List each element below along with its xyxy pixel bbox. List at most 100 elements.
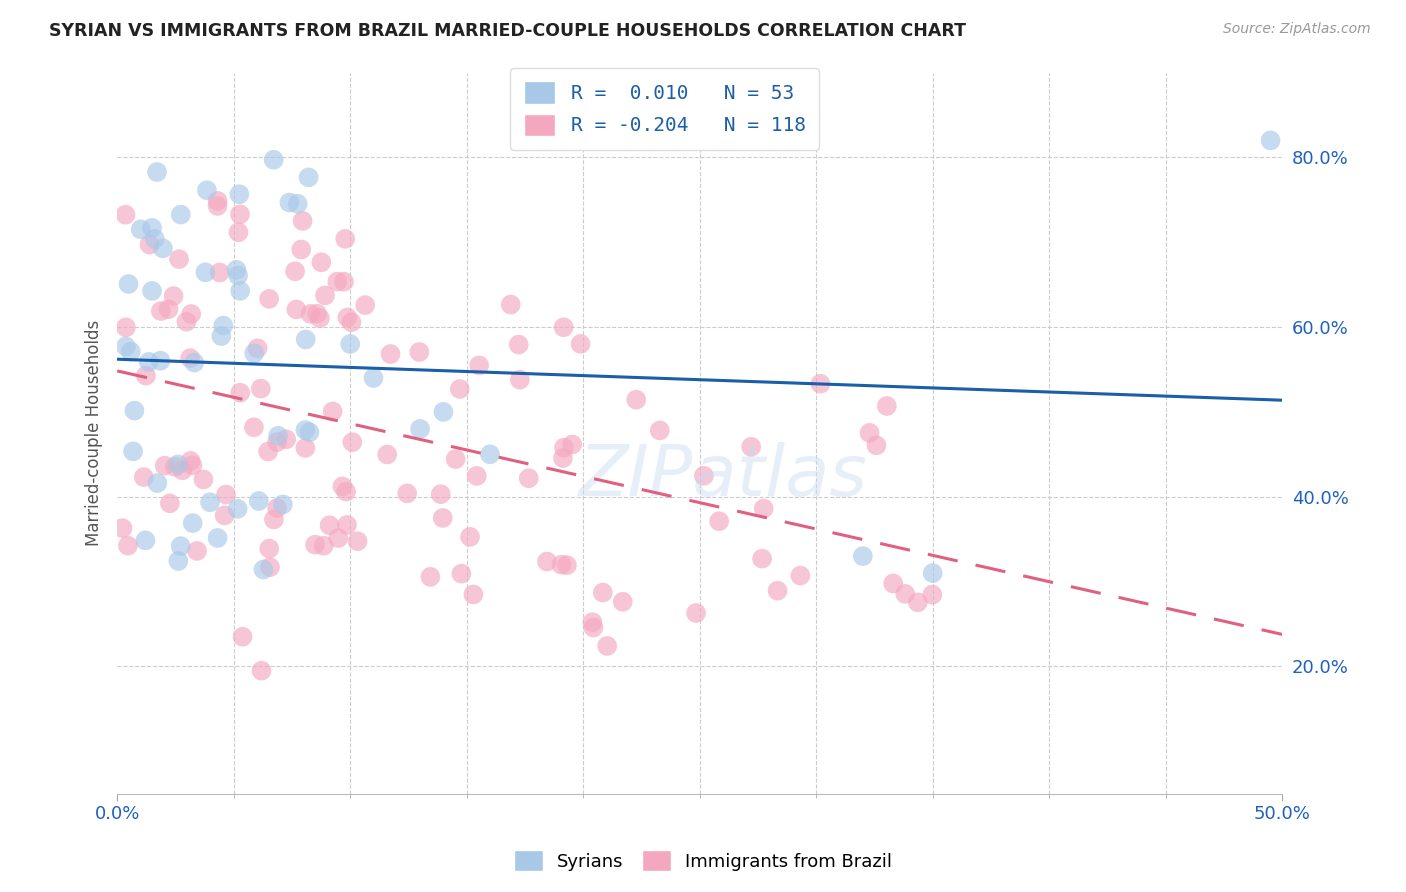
Point [226, 501, 249, 516]
Point [138, 237, 160, 252]
Point [581, 615, 603, 629]
Point [226, 268, 249, 283]
Point [907, 595, 929, 609]
Point [207, 199, 229, 213]
Point [561, 437, 583, 451]
Point [314, 288, 336, 302]
Point [555, 558, 578, 573]
Point [120, 344, 142, 359]
Point [167, 252, 190, 266]
Point [294, 333, 316, 347]
Point [159, 496, 181, 510]
Point [882, 576, 904, 591]
Point [287, 197, 309, 211]
Point [336, 310, 359, 325]
Point [508, 337, 530, 351]
Point [396, 486, 419, 500]
Point [229, 385, 252, 400]
Point [180, 454, 202, 468]
Point [363, 371, 385, 385]
Point [285, 302, 308, 317]
Point [789, 568, 811, 582]
Point [278, 195, 301, 210]
Point [499, 297, 522, 311]
Point [129, 222, 152, 236]
Point [134, 533, 156, 548]
Point [409, 422, 432, 436]
Point [180, 307, 202, 321]
Point [612, 595, 634, 609]
Point [340, 315, 363, 329]
Point [294, 423, 316, 437]
Point [247, 494, 270, 508]
Point [380, 347, 402, 361]
Point [149, 304, 172, 318]
Point [432, 405, 454, 419]
Point [228, 187, 250, 202]
Point [117, 539, 139, 553]
Point [569, 337, 592, 351]
Point [172, 463, 194, 477]
Point [252, 562, 274, 576]
Point [246, 341, 269, 355]
Point [194, 265, 217, 279]
Point [193, 472, 215, 486]
Point [146, 165, 169, 179]
Point [311, 255, 333, 269]
Point [186, 544, 208, 558]
Point [141, 220, 163, 235]
Point [232, 630, 254, 644]
Point [250, 664, 273, 678]
Point [209, 329, 232, 343]
Point [228, 225, 250, 239]
Point [553, 320, 575, 334]
Point [179, 351, 201, 366]
Point [322, 404, 344, 418]
Point [1260, 133, 1282, 147]
Point [707, 514, 730, 528]
Legend: Syrians, Immigrants from Brazil: Syrians, Immigrants from Brazil [506, 843, 900, 879]
Point [257, 444, 280, 458]
Point [458, 530, 481, 544]
Point [375, 448, 398, 462]
Point [124, 403, 146, 417]
Point [582, 621, 605, 635]
Point [318, 518, 340, 533]
Y-axis label: Married-couple Households: Married-couple Households [86, 320, 103, 546]
Point [183, 355, 205, 369]
Point [921, 588, 943, 602]
Point [167, 554, 190, 568]
Point [195, 183, 218, 197]
Point [626, 392, 648, 407]
Point [309, 311, 332, 326]
Point [408, 345, 430, 359]
Point [468, 359, 491, 373]
Point [229, 284, 252, 298]
Point [207, 531, 229, 545]
Point [432, 511, 454, 525]
Point [592, 585, 614, 599]
Point [266, 501, 288, 516]
Point [215, 487, 238, 501]
Point [214, 508, 236, 523]
Point [153, 458, 176, 473]
Point [122, 444, 145, 458]
Point [290, 243, 312, 257]
Point [170, 539, 193, 553]
Point [326, 275, 349, 289]
Point [517, 471, 540, 485]
Point [865, 438, 887, 452]
Point [243, 420, 266, 434]
Point [693, 468, 716, 483]
Point [752, 501, 775, 516]
Point [135, 368, 157, 383]
Point [259, 560, 281, 574]
Point [257, 292, 280, 306]
Point [336, 517, 359, 532]
Point [143, 232, 166, 246]
Point [335, 484, 357, 499]
Point [553, 441, 575, 455]
Point [243, 346, 266, 360]
Point [876, 399, 898, 413]
Point [259, 541, 281, 556]
